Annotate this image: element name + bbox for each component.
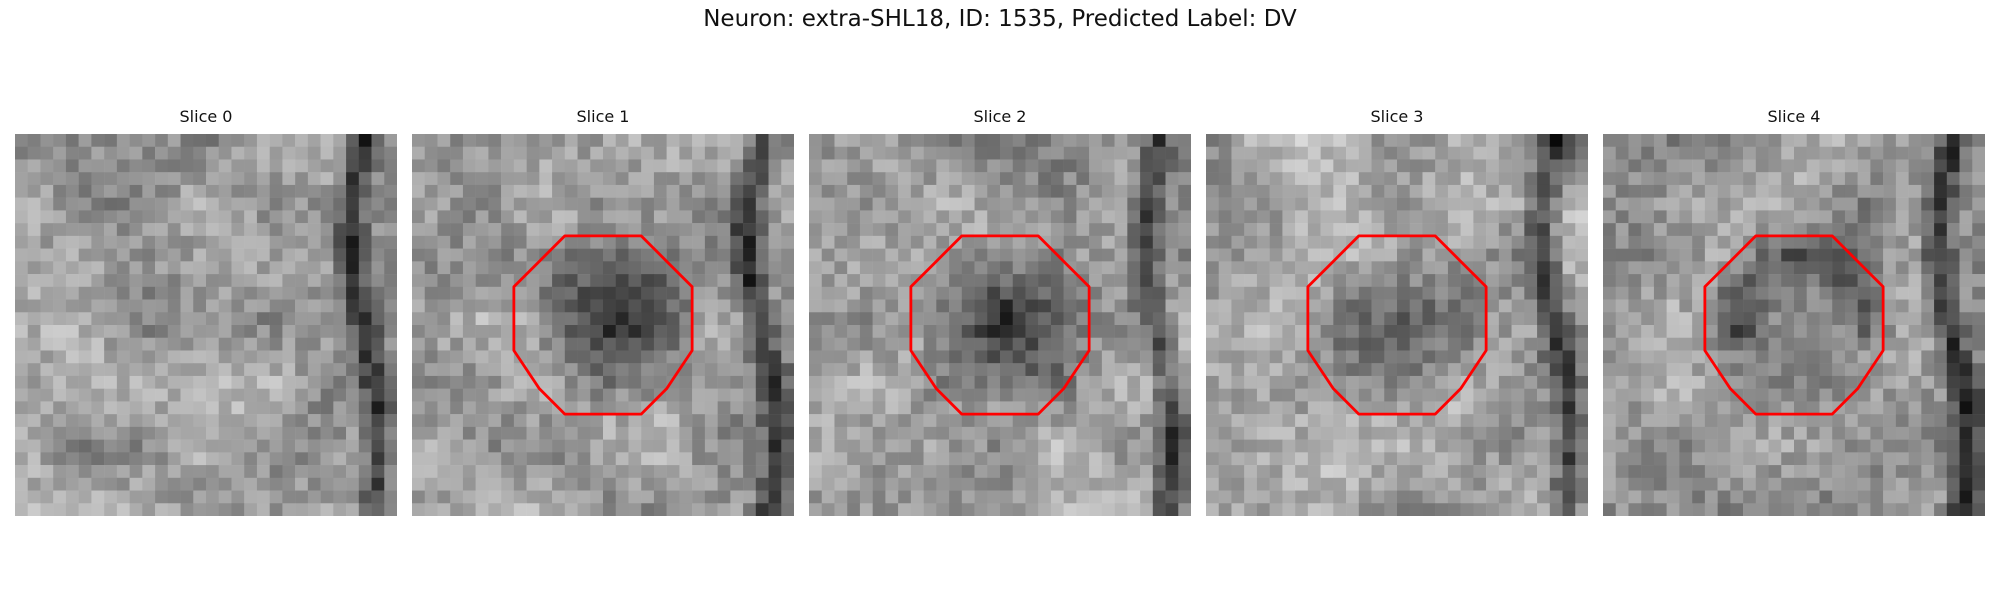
roi-contour-4 (1703, 234, 1885, 416)
slice-title-3: Slice 3 (1370, 107, 1424, 126)
slice-title-4: Slice 4 (1767, 107, 1821, 126)
slice-panel-3: Slice 3 (1206, 106, 1588, 516)
figure-title: Neuron: extra-SHL18, ID: 1535, Predicted… (703, 6, 1297, 32)
slice-panel-1: Slice 1 (412, 106, 794, 516)
slice-title-2: Slice 2 (973, 107, 1027, 126)
slice-title-1: Slice 1 (576, 107, 630, 126)
slice-panel-0: Slice 0 (15, 106, 397, 516)
slice-panel-2: Slice 2 (809, 106, 1191, 516)
slice-image-2 (809, 134, 1191, 516)
slice-image-4 (1603, 134, 1985, 516)
slice-image-3 (1206, 134, 1588, 516)
slice-image-0 (15, 134, 397, 516)
slice-panel-4: Slice 4 (1603, 106, 1985, 516)
slice-image-1 (412, 134, 794, 516)
slice-title-0: Slice 0 (179, 107, 233, 126)
roi-contour-2 (909, 234, 1091, 416)
roi-contour-1 (512, 234, 694, 416)
roi-contour-3 (1306, 234, 1488, 416)
